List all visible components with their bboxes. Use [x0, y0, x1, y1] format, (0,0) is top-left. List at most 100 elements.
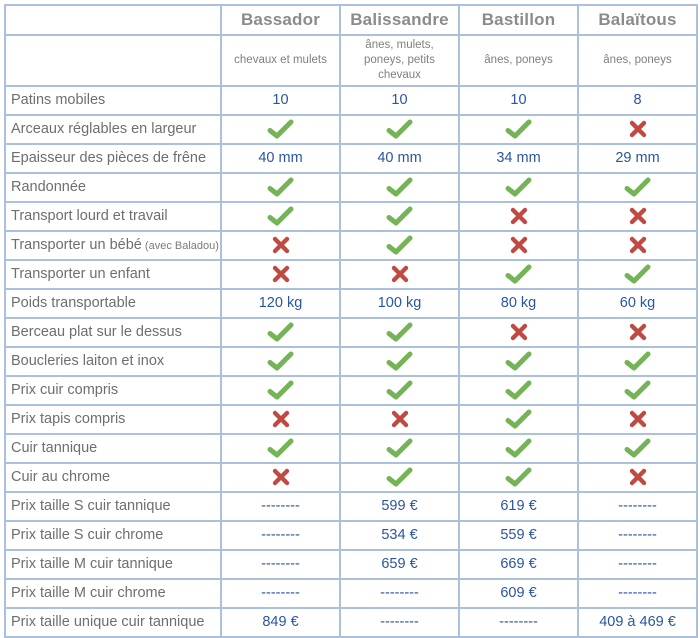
check-icon	[624, 438, 651, 458]
cell-check	[458, 258, 579, 290]
row-label: Epaisseur des pièces de frêne	[4, 142, 222, 174]
cell-cross	[458, 229, 579, 261]
table-row: Transporter un enfant	[4, 258, 698, 290]
cell-cross	[458, 200, 579, 232]
cell-check	[577, 171, 698, 203]
check-icon	[386, 380, 413, 400]
cell-check	[339, 432, 460, 464]
check-icon	[386, 467, 413, 487]
table-row: Prix taille S cuir tannique -------- 599 €…	[4, 490, 698, 522]
check-icon	[505, 467, 532, 487]
cell-value: 619 €	[458, 490, 579, 522]
row-label: Prix taille S cuir tannique	[4, 490, 222, 522]
row-label: Prix taille M cuir tannique	[4, 548, 222, 580]
cell-cross	[339, 258, 460, 290]
check-icon	[505, 438, 532, 458]
check-icon	[624, 380, 651, 400]
cell-check	[577, 345, 698, 377]
cross-icon	[510, 324, 527, 341]
check-icon	[267, 119, 294, 139]
table-row: Prix taille S cuir chrome -------- 534 €55…	[4, 519, 698, 551]
row-label: Berceau plat sur le dessus	[4, 316, 222, 348]
comparison-table: Bassador Balissandre Bastillon Balaïtous…	[4, 4, 698, 638]
table-row: Patins mobiles 10 10 10 8	[4, 84, 698, 116]
cell-check	[220, 200, 341, 232]
cell-value: --------	[339, 577, 460, 609]
check-icon	[624, 177, 651, 197]
cell-cross	[577, 403, 698, 435]
cell-check	[577, 432, 698, 464]
row-label: Prix taille S cuir chrome	[4, 519, 222, 551]
row-label: Transporter un bébé (avec Baladou)	[4, 229, 222, 261]
cross-icon	[510, 208, 527, 225]
cell-check	[339, 316, 460, 348]
check-icon	[505, 119, 532, 139]
cell-value: --------	[220, 519, 341, 551]
column-header-balissandre: Balissandre	[339, 4, 460, 36]
cell-check	[220, 113, 341, 145]
column-subtitle-balaitous: ânes, poneys	[577, 34, 698, 87]
table-row: Prix taille M cuir tannique -------- 659 €…	[4, 548, 698, 580]
cell-value: --------	[339, 606, 460, 638]
cell-check	[339, 113, 460, 145]
check-icon	[386, 235, 413, 255]
cell-cross	[577, 461, 698, 493]
row-label: Prix cuir compris	[4, 374, 222, 406]
cell-check	[458, 113, 579, 145]
product-name-row: Bassador Balissandre Bastillon Balaïtous	[4, 4, 698, 36]
corner-cell-top	[4, 4, 222, 36]
column-subtitle-bassador: chevaux et mulets	[220, 34, 341, 87]
cross-icon	[510, 237, 527, 254]
cell-check	[339, 229, 460, 261]
corner-cell-sub	[4, 34, 222, 87]
cell-value: 40 mm	[339, 142, 460, 174]
table-row: Cuir tannique	[4, 432, 698, 464]
cell-check	[339, 345, 460, 377]
cell-cross	[458, 316, 579, 348]
check-icon	[267, 206, 294, 226]
check-icon	[386, 351, 413, 371]
table-row: Poids transportable 120 kg 100 kg 80 kg 60 k…	[4, 287, 698, 319]
cell-value: 409 à 469 €	[577, 606, 698, 638]
row-label: Randonnée	[4, 171, 222, 203]
row-label: Arceaux réglables en largeur	[4, 113, 222, 145]
table-row: Prix tapis compris	[4, 403, 698, 435]
table-row: Epaisseur des pièces de frêne 40 mm 40 mm 3…	[4, 142, 698, 174]
table-row: Transport lourd et travail	[4, 200, 698, 232]
product-subtitle-row: chevaux et mulets ânes, mulets, poneys, …	[4, 34, 698, 87]
cell-cross	[577, 229, 698, 261]
cell-check	[339, 374, 460, 406]
cross-icon	[272, 411, 289, 428]
row-label: Prix tapis compris	[4, 403, 222, 435]
check-icon	[386, 177, 413, 197]
cell-value: --------	[577, 548, 698, 580]
check-icon	[386, 206, 413, 226]
cross-icon	[629, 208, 646, 225]
cross-icon	[629, 324, 646, 341]
check-icon	[386, 322, 413, 342]
cell-check	[339, 461, 460, 493]
cell-value: --------	[220, 577, 341, 609]
cell-check	[458, 171, 579, 203]
cell-value: 40 mm	[220, 142, 341, 174]
check-icon	[624, 351, 651, 371]
cell-check	[220, 345, 341, 377]
cross-icon	[629, 237, 646, 254]
row-label: Poids transportable	[4, 287, 222, 319]
row-label: Prix taille unique cuir tannique	[4, 606, 222, 638]
cross-icon	[629, 469, 646, 486]
cell-value: 80 kg	[458, 287, 579, 319]
column-header-balaitous: Balaïtous	[577, 4, 698, 36]
table-row: Randonnée	[4, 171, 698, 203]
row-label: Cuir tannique	[4, 432, 222, 464]
cell-value: 10	[339, 84, 460, 116]
row-label: Boucleries laiton et inox	[4, 345, 222, 377]
row-label: Patins mobiles	[4, 84, 222, 116]
row-label: Prix taille M cuir chrome	[4, 577, 222, 609]
cell-check	[458, 374, 579, 406]
cell-value: 534 €	[339, 519, 460, 551]
row-label: Cuir au chrome	[4, 461, 222, 493]
cell-value: --------	[577, 519, 698, 551]
cell-check	[339, 171, 460, 203]
cell-value: 60 kg	[577, 287, 698, 319]
